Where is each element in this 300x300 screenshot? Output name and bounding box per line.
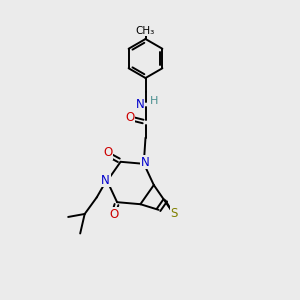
Text: O: O: [110, 208, 119, 221]
Text: S: S: [171, 207, 178, 220]
Text: CH₃: CH₃: [136, 26, 155, 36]
Text: O: O: [125, 111, 134, 124]
Text: O: O: [103, 146, 112, 159]
Text: N: N: [101, 174, 110, 187]
Text: H: H: [150, 96, 158, 106]
Text: N: N: [136, 98, 145, 111]
Text: N: N: [141, 156, 150, 169]
